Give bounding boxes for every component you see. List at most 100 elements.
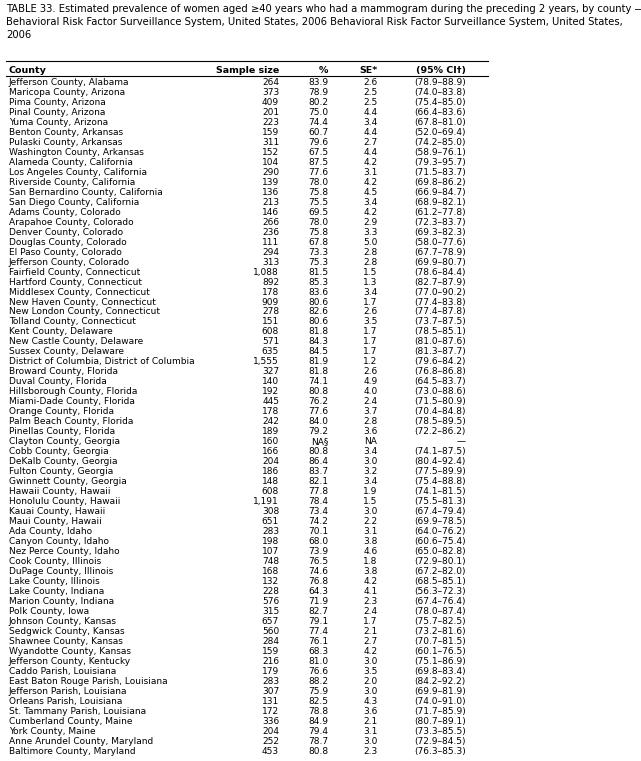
- Text: Orleans Parish, Louisiana: Orleans Parish, Louisiana: [9, 697, 122, 705]
- Text: 1.8: 1.8: [363, 557, 378, 566]
- Text: 80.6: 80.6: [308, 298, 328, 307]
- Text: (77.4–83.8): (77.4–83.8): [414, 298, 466, 307]
- Text: 64.3: 64.3: [308, 587, 328, 596]
- Text: (75.1–86.9): (75.1–86.9): [414, 657, 466, 666]
- Text: 79.4: 79.4: [308, 727, 328, 736]
- Text: Riverside County, California: Riverside County, California: [9, 178, 135, 186]
- Text: (70.4–84.8): (70.4–84.8): [414, 407, 466, 416]
- Text: (64.5–83.7): (64.5–83.7): [414, 377, 466, 387]
- Text: (72.2–86.2): (72.2–86.2): [415, 427, 466, 436]
- Text: 2.6: 2.6: [363, 368, 378, 377]
- Text: 80.8: 80.8: [308, 447, 328, 456]
- Text: (69.8–86.2): (69.8–86.2): [414, 178, 466, 186]
- Text: Orange County, Florida: Orange County, Florida: [9, 407, 113, 416]
- Text: NA§: NA§: [311, 438, 328, 446]
- Text: (74.0–83.8): (74.0–83.8): [414, 88, 466, 97]
- Text: 186: 186: [262, 467, 279, 476]
- Text: 111: 111: [262, 237, 279, 247]
- Text: 85.3: 85.3: [308, 278, 328, 287]
- Text: (65.0–82.8): (65.0–82.8): [414, 547, 466, 556]
- Text: New Castle County, Delaware: New Castle County, Delaware: [9, 337, 143, 346]
- Text: (72.3–83.7): (72.3–83.7): [414, 218, 466, 227]
- Text: Hillsborough County, Florida: Hillsborough County, Florida: [9, 387, 137, 396]
- Text: San Diego County, California: San Diego County, California: [9, 198, 139, 207]
- Text: 139: 139: [262, 178, 279, 186]
- Text: 315: 315: [262, 607, 279, 616]
- Text: 166: 166: [262, 447, 279, 456]
- Text: San Bernardino County, California: San Bernardino County, California: [9, 188, 163, 197]
- Text: (71.5–83.7): (71.5–83.7): [414, 167, 466, 177]
- Text: 2.2: 2.2: [363, 517, 378, 526]
- Text: 204: 204: [262, 727, 279, 736]
- Text: (84.2–92.2): (84.2–92.2): [415, 677, 466, 686]
- Text: 83.6: 83.6: [308, 288, 328, 297]
- Text: Denver County, Colorado: Denver County, Colorado: [9, 228, 123, 237]
- Text: County: County: [9, 66, 47, 75]
- Text: 336: 336: [262, 717, 279, 726]
- Text: Lake County, Indiana: Lake County, Indiana: [9, 587, 104, 596]
- Text: 73.3: 73.3: [308, 247, 328, 256]
- Text: 80.2: 80.2: [308, 98, 328, 107]
- Text: Anne Arundel County, Maryland: Anne Arundel County, Maryland: [9, 737, 153, 746]
- Text: 178: 178: [262, 288, 279, 297]
- Text: 2.1: 2.1: [363, 627, 378, 636]
- Text: 83.7: 83.7: [308, 467, 328, 476]
- Text: 3.4: 3.4: [363, 447, 378, 456]
- Text: 445: 445: [262, 397, 279, 406]
- Text: (72.9–84.5): (72.9–84.5): [414, 737, 466, 746]
- Text: 74.1: 74.1: [308, 377, 328, 387]
- Text: Pima County, Arizona: Pima County, Arizona: [9, 98, 106, 107]
- Text: 77.4: 77.4: [308, 627, 328, 636]
- Text: Pinellas County, Florida: Pinellas County, Florida: [9, 427, 115, 436]
- Text: 75.0: 75.0: [308, 108, 328, 117]
- Text: York County, Maine: York County, Maine: [9, 727, 96, 736]
- Text: 132: 132: [262, 577, 279, 586]
- Text: (80.7–89.1): (80.7–89.1): [414, 717, 466, 726]
- Text: Arapahoe County, Colorado: Arapahoe County, Colorado: [9, 218, 133, 227]
- Text: 179: 179: [262, 667, 279, 676]
- Text: 4.0: 4.0: [363, 387, 378, 396]
- Text: (72.9–80.1): (72.9–80.1): [414, 557, 466, 566]
- Text: 2.6: 2.6: [363, 78, 378, 87]
- Text: 77.6: 77.6: [308, 407, 328, 416]
- Text: (71.7–85.9): (71.7–85.9): [414, 707, 466, 715]
- Text: 136: 136: [262, 188, 279, 197]
- Text: 2.0: 2.0: [363, 677, 378, 686]
- Text: 4.2: 4.2: [363, 178, 378, 186]
- Text: Jefferson County, Kentucky: Jefferson County, Kentucky: [9, 657, 131, 666]
- Text: 1.2: 1.2: [363, 358, 378, 366]
- Text: (81.3–87.7): (81.3–87.7): [414, 348, 466, 356]
- Text: 81.5: 81.5: [308, 268, 328, 276]
- Text: 3.4: 3.4: [363, 477, 378, 486]
- Text: 84.5: 84.5: [308, 348, 328, 356]
- Text: 3.4: 3.4: [363, 198, 378, 207]
- Text: 5.0: 5.0: [363, 237, 378, 247]
- Text: (78.6–84.4): (78.6–84.4): [414, 268, 466, 276]
- Text: 3.0: 3.0: [363, 737, 378, 746]
- Text: 1,555: 1,555: [253, 358, 279, 366]
- Text: 4.4: 4.4: [363, 108, 378, 117]
- Text: Kauai County, Hawaii: Kauai County, Hawaii: [9, 507, 105, 516]
- Text: 4.6: 4.6: [363, 547, 378, 556]
- Text: 2.4: 2.4: [363, 397, 378, 406]
- Text: 152: 152: [262, 148, 279, 157]
- Text: 327: 327: [262, 368, 279, 377]
- Text: 3.1: 3.1: [363, 167, 378, 177]
- Text: 1.7: 1.7: [363, 617, 378, 626]
- Text: 71.9: 71.9: [308, 597, 328, 606]
- Text: 82.5: 82.5: [308, 697, 328, 705]
- Text: Alameda County, California: Alameda County, California: [9, 158, 133, 167]
- Text: 83.9: 83.9: [308, 78, 328, 87]
- Text: 3.6: 3.6: [363, 707, 378, 715]
- Text: DeKalb County, Georgia: DeKalb County, Georgia: [9, 457, 117, 466]
- Text: 635: 635: [262, 348, 279, 356]
- Text: 3.2: 3.2: [363, 467, 378, 476]
- Text: 4.4: 4.4: [363, 128, 378, 137]
- Text: 87.5: 87.5: [308, 158, 328, 167]
- Text: 213: 213: [262, 198, 279, 207]
- Text: (75.4–85.0): (75.4–85.0): [414, 98, 466, 107]
- Text: (67.2–82.0): (67.2–82.0): [414, 567, 466, 576]
- Text: 1.7: 1.7: [363, 298, 378, 307]
- Text: 576: 576: [262, 597, 279, 606]
- Text: 86.4: 86.4: [308, 457, 328, 466]
